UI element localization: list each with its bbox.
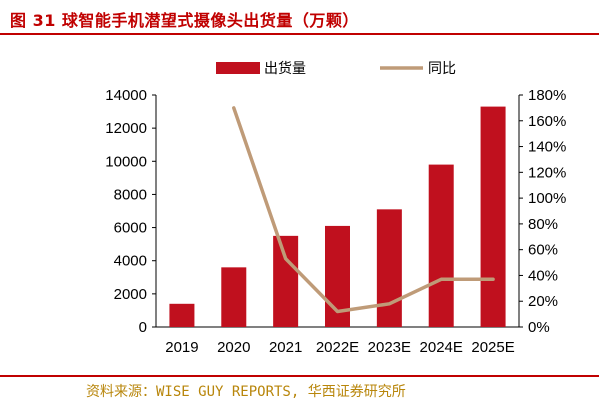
right-tick-label: 140% bbox=[528, 139, 566, 156]
yoy-line bbox=[232, 106, 495, 314]
left-tick-label: 0 bbox=[139, 319, 147, 336]
left-tick-label: 8000 bbox=[114, 186, 147, 203]
bar bbox=[376, 209, 402, 327]
left-tick-label: 12000 bbox=[105, 120, 147, 137]
left-tick-label: 6000 bbox=[114, 220, 147, 237]
right-tick-label: 100% bbox=[528, 190, 566, 207]
legend-bar-swatch bbox=[216, 62, 260, 74]
bar bbox=[428, 164, 454, 327]
x-tick-label: 2022E bbox=[316, 339, 359, 356]
right-tick-label: 120% bbox=[528, 164, 566, 181]
left-tick-label: 14000 bbox=[105, 87, 147, 104]
right-tick-label: 80% bbox=[528, 216, 558, 233]
source-note: 资料来源：WISE GUY REPORTS, 华西证券研究所 bbox=[86, 384, 406, 400]
left-tick-label: 2000 bbox=[114, 286, 147, 303]
x-tick-label: 2024E bbox=[420, 339, 463, 356]
right-tick-label: 0% bbox=[528, 319, 550, 336]
source-divider bbox=[0, 375, 599, 377]
chart: 0 2000 4000 6000 8000 10000 12000 14000 0% 20% 40%… bbox=[105, 60, 566, 356]
title-divider bbox=[0, 33, 599, 35]
x-tick-label: 2025E bbox=[471, 339, 514, 356]
x-tick-label: 2020 bbox=[217, 339, 250, 356]
bar bbox=[273, 235, 299, 327]
right-tick-label: 160% bbox=[528, 113, 566, 130]
right-tick-label: 40% bbox=[528, 267, 558, 284]
legend-bar-label: 出货量 bbox=[264, 60, 306, 76]
bar bbox=[480, 106, 506, 327]
x-tick-label: 2021 bbox=[269, 339, 302, 356]
right-tick-label: 180% bbox=[528, 87, 566, 104]
left-tick-label: 10000 bbox=[105, 153, 147, 170]
right-tick-label: 60% bbox=[528, 242, 558, 259]
chart-title: 图 31 球智能手机潜望式摄像头出货量（万颗） bbox=[10, 11, 359, 30]
x-tick-label: 2019 bbox=[165, 339, 198, 356]
right-tick-label: 20% bbox=[528, 293, 558, 310]
bar bbox=[221, 267, 247, 327]
bar bbox=[169, 303, 195, 327]
legend-line-label: 同比 bbox=[428, 60, 456, 76]
left-tick-label: 4000 bbox=[114, 253, 147, 270]
x-tick-label: 2023E bbox=[368, 339, 411, 356]
